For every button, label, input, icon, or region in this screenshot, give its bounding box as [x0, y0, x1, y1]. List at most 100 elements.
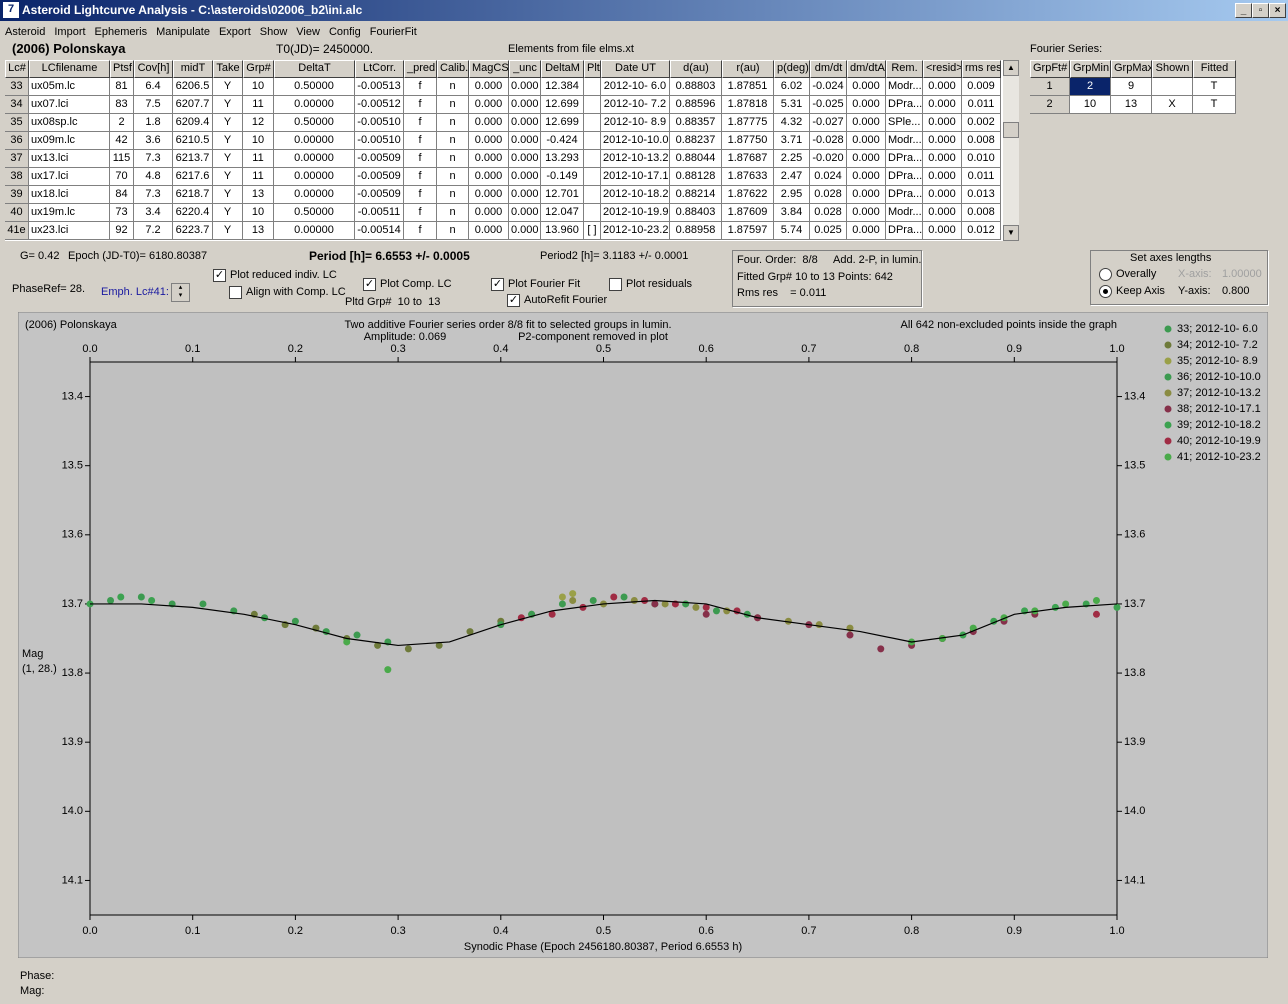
table-cell: 0.000 — [923, 96, 962, 114]
column-header[interactable]: Ptsf — [110, 60, 134, 78]
menu-item[interactable]: Asteroid — [5, 26, 46, 38]
emph-spinner[interactable]: ▴ ▾ — [171, 283, 190, 302]
data-point — [620, 593, 628, 601]
column-header[interactable]: Cov[h] — [134, 60, 173, 78]
table-cell: 1.87750 — [722, 132, 774, 150]
column-header[interactable]: Fitted — [1193, 60, 1236, 78]
close-button[interactable]: × — [1269, 3, 1286, 18]
table-cell: 0.000 — [847, 150, 886, 168]
table-cell: 6218.7 — [173, 186, 213, 204]
column-header[interactable]: Date UT — [601, 60, 670, 78]
table-cell: -0.00514 — [355, 222, 404, 240]
radio-label[interactable]: Overally — [1116, 268, 1157, 280]
scrollbar[interactable]: ▲ ▼ — [1003, 60, 1019, 241]
table-cell: 0.000 — [509, 150, 541, 168]
column-header[interactable]: DeltaM — [541, 60, 584, 78]
menu-item[interactable]: View — [296, 26, 320, 38]
checkbox[interactable]: ✓ — [363, 278, 376, 291]
minimize-button[interactable]: _ — [1235, 3, 1252, 18]
epoch-value: Epoch (JD-T0)= 6180.80387 — [68, 250, 208, 262]
column-header[interactable]: LCfilename — [29, 60, 110, 78]
checkbox-label[interactable]: Plot reduced indiv. LC — [230, 269, 337, 281]
checkbox-label[interactable]: Plot Comp. LC — [380, 278, 452, 290]
checkbox[interactable]: ✓ — [213, 269, 226, 282]
table-cell: 42 — [110, 132, 134, 150]
table-cell: 92 — [110, 222, 134, 240]
x-tick-label: 0.3 — [390, 925, 405, 937]
data-point — [610, 593, 618, 601]
data-point — [692, 603, 700, 611]
checkbox-label[interactable]: Plot residuals — [626, 278, 693, 290]
table-cell: 1.8 — [134, 114, 173, 132]
table-cell: 7.2 — [134, 222, 173, 240]
table-cell: 6217.6 — [173, 168, 213, 186]
y-axis-label: Y-axis: — [1178, 285, 1211, 297]
checkbox[interactable]: ✓ — [491, 278, 504, 291]
table-cell: 0.000 — [923, 78, 962, 96]
checkbox-label[interactable]: AutoRefit Fourier — [524, 294, 608, 306]
table-cell: Y — [213, 150, 243, 168]
table-cell: -0.00509 — [355, 186, 404, 204]
table-cell: 2012-10-13.2 — [601, 150, 670, 168]
radio-label[interactable]: Keep Axis — [1116, 285, 1165, 297]
points-note: All 642 non-excluded points inside the g… — [901, 319, 1117, 331]
column-header[interactable]: <resid> — [923, 60, 962, 78]
column-header[interactable]: GrpFt# — [1030, 60, 1070, 78]
menu-item[interactable]: Config — [328, 26, 361, 38]
menu-item[interactable]: Import — [54, 26, 86, 38]
x-tick-label: 0.4 — [493, 925, 508, 937]
table-cell: 70 — [110, 168, 134, 186]
radio-button[interactable] — [1099, 285, 1112, 298]
x-tick-label-top: 0.1 — [185, 343, 200, 355]
column-header[interactable]: dm/dtA — [847, 60, 886, 78]
column-header[interactable]: Plt — [584, 60, 601, 78]
table-cell: 0.88596 — [670, 96, 722, 114]
scroll-down[interactable]: ▼ — [1003, 225, 1019, 241]
table-cell: DPra... — [886, 186, 923, 204]
column-header[interactable]: Take — [213, 60, 243, 78]
column-header[interactable]: dm/dt — [810, 60, 847, 78]
checkbox[interactable]: ✓ — [507, 294, 520, 307]
column-header[interactable]: _unc — [509, 60, 541, 78]
menu-item[interactable]: Show — [259, 26, 288, 38]
radio-button[interactable] — [1099, 268, 1112, 281]
column-header[interactable]: d(au) — [670, 60, 722, 78]
menu-item[interactable]: Ephemeris — [94, 26, 148, 38]
scroll-up[interactable]: ▲ — [1003, 60, 1019, 76]
menu-item[interactable]: FourierFit — [369, 26, 417, 38]
column-header[interactable]: Lc# — [5, 60, 29, 78]
scroll-thumb[interactable] — [1003, 122, 1019, 138]
fourier-table: GrpFt# GrpMin GrpMax Shown Fitted 1 2 9 T 2 10 13 X T — [1030, 60, 1237, 114]
checkbox-label[interactable]: Plot Fourier Fit — [508, 278, 581, 290]
menu-item[interactable]: Manipulate — [156, 26, 210, 38]
table-cell: -0.149 — [541, 168, 584, 186]
checkbox-label[interactable]: Align with Comp. LC — [246, 286, 346, 298]
column-header[interactable]: r(au) — [722, 60, 774, 78]
table-cell: 2012-10-10.0 — [601, 132, 670, 150]
checkbox[interactable] — [229, 286, 242, 299]
table-cell: 13 — [1111, 96, 1152, 114]
column-header[interactable]: DeltaT — [274, 60, 355, 78]
column-header[interactable]: Rem. — [886, 60, 923, 78]
x-tick-label: 1.0 — [1109, 925, 1124, 937]
column-header[interactable]: Calib. — [437, 60, 469, 78]
column-header[interactable]: MagCS — [469, 60, 509, 78]
table-cell: f — [404, 186, 437, 204]
checkbox[interactable] — [609, 278, 622, 291]
column-header[interactable]: GrpMin — [1070, 60, 1111, 78]
table-cell: 0.024 — [810, 168, 847, 186]
menu-item[interactable]: Export — [218, 26, 251, 38]
column-header[interactable]: Grp# — [243, 60, 274, 78]
column-header[interactable]: LtCorr. — [355, 60, 404, 78]
column-header[interactable]: midT — [173, 60, 213, 78]
column-header[interactable]: rms res — [962, 60, 1001, 78]
column-header[interactable]: p(deg) — [774, 60, 810, 78]
table-cell — [584, 78, 601, 96]
column-header[interactable]: GrpMax — [1111, 60, 1152, 78]
column-header[interactable]: _pred. — [404, 60, 437, 78]
column-header[interactable]: Shown — [1152, 60, 1193, 78]
maximize-button[interactable]: ▫ — [1252, 3, 1269, 18]
object-name: (2006) Polonskaya — [12, 41, 126, 56]
table-cell: 2012-10-17.1 — [601, 168, 670, 186]
